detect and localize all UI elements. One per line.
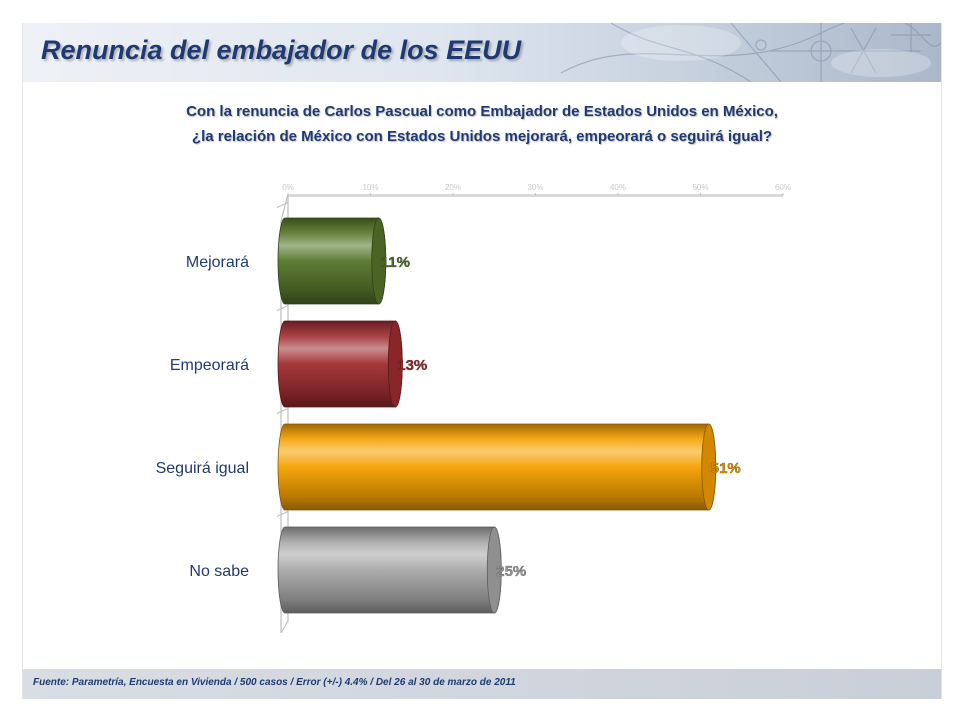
bar-body bbox=[277, 320, 403, 408]
bar-end-cap bbox=[486, 526, 502, 614]
bar-body bbox=[277, 217, 387, 305]
category-separator bbox=[276, 202, 289, 208]
category-separator bbox=[276, 511, 289, 517]
title-banner: Renuncia del embajador de los EEUU bbox=[23, 23, 941, 82]
question-line-1: Con la renuncia de Carlos Pascual como E… bbox=[186, 103, 778, 120]
value-labels: 11% 13% 51% 25% bbox=[381, 254, 741, 580]
category-labels: Mejorará Empeorará Seguirá igual No sabe bbox=[156, 254, 250, 580]
category-label: Seguirá igual bbox=[156, 460, 249, 477]
bar-4 bbox=[277, 526, 502, 614]
question-line-2: ¿la relación de México con Estados Unido… bbox=[191, 128, 773, 145]
x-tick-label: 10% bbox=[362, 183, 378, 192]
x-tick-label: 30% bbox=[527, 183, 543, 192]
value-label: 51% bbox=[711, 460, 741, 477]
side-wall bbox=[280, 193, 289, 634]
footer-bar: Fuente: Parametría, Encuesta en Vivienda… bbox=[23, 669, 941, 699]
bars bbox=[277, 217, 717, 614]
bar-body bbox=[277, 526, 502, 614]
bar-body bbox=[277, 423, 717, 511]
x-tick-label: 20% bbox=[445, 183, 461, 192]
bar-end-cap bbox=[701, 423, 717, 511]
slide: Renuncia del embajador de los EEUU Con l… bbox=[22, 23, 942, 699]
value-label: 25% bbox=[496, 563, 526, 580]
bar-1 bbox=[277, 217, 387, 305]
category-separator bbox=[276, 305, 289, 311]
x-tick-label: 0% bbox=[282, 183, 294, 192]
bar-end-cap bbox=[371, 217, 387, 305]
category-label: Mejorará bbox=[186, 254, 249, 271]
value-label: 13% bbox=[397, 357, 427, 374]
bar-3 bbox=[277, 423, 717, 511]
category-label: No sabe bbox=[189, 563, 249, 580]
page-title: Renuncia del embajador de los EEUU bbox=[41, 35, 522, 65]
category-label: Empeorará bbox=[170, 357, 249, 374]
bar-end-cap bbox=[387, 320, 403, 408]
category-separator bbox=[276, 408, 289, 414]
map-decoration bbox=[560, 23, 941, 82]
x-tick-label: 40% bbox=[610, 183, 626, 192]
chart-question: Con la renuncia de Carlos Pascual como E… bbox=[23, 99, 941, 149]
bar-chart: 0% 10% 20% 30% 40% 50% 60% Mejorará Empeorará Se… bbox=[156, 183, 791, 634]
x-tick-label: 60% bbox=[775, 183, 791, 192]
x-axis-ticks: 0% 10% 20% 30% 40% 50% 60% bbox=[282, 183, 791, 196]
x-tick-label: 50% bbox=[692, 183, 708, 192]
value-label: 11% bbox=[381, 254, 410, 271]
source-note: Fuente: Parametría, Encuesta en Vivienda… bbox=[33, 677, 516, 688]
bar-2 bbox=[277, 320, 403, 408]
